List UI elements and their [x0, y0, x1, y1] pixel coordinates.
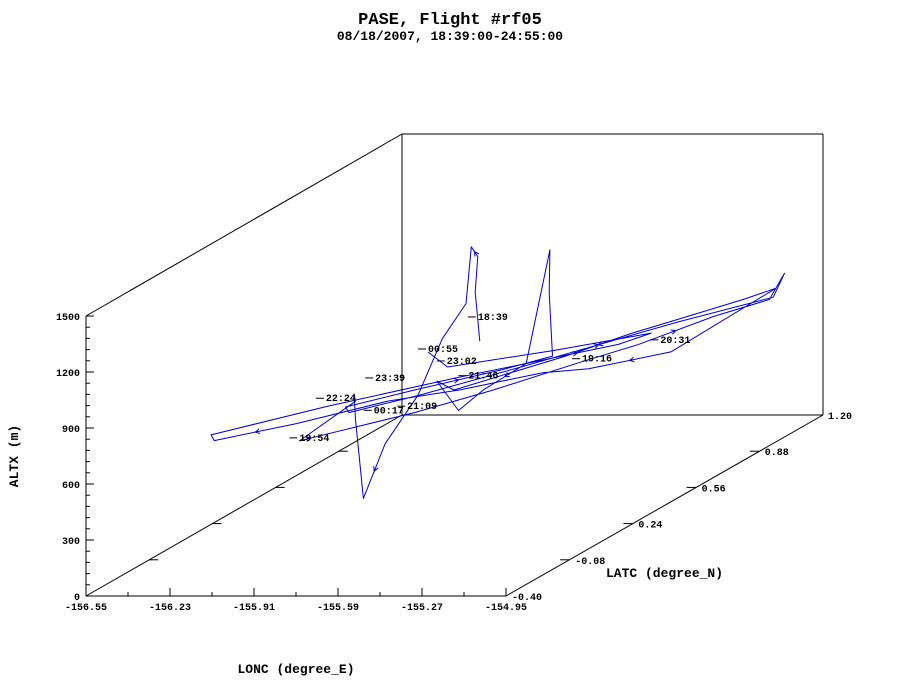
z-axis-label: ALTX (m) [7, 425, 22, 487]
time-label: 19:16 [582, 355, 612, 366]
axis-ticks: -156.55 -156.23 -155.91 -155.59 -155.27 -154.… [56, 313, 852, 614]
time-labels: 18:39 19:16 19:54 20:31 21:09 21:46 22:24 23:02… [289, 313, 690, 445]
y-axis-line [505, 414, 824, 597]
time-label: 00:55 [428, 345, 458, 356]
track-direction-arrow [629, 356, 635, 363]
time-label: 23:02 [447, 357, 477, 368]
y-tick-label: 0.24 [638, 521, 662, 532]
track-direction-arrow [593, 343, 599, 349]
chart-subtitle: 08/18/2007, 18:39:00-24:55:00 [337, 29, 563, 44]
track-direction-arrow [670, 329, 677, 335]
time-label: 23:39 [375, 374, 405, 385]
flight-track [210, 246, 785, 499]
z-tick-label: 0 [74, 593, 80, 604]
time-label: 22:24 [326, 394, 356, 405]
chart-title: PASE, Flight #rf05 [358, 11, 542, 30]
time-label: 00:17 [374, 406, 404, 417]
z-tick-label: 1200 [56, 369, 80, 380]
z-tick-label: 600 [62, 481, 80, 492]
y-tick-label: -0.08 [575, 557, 605, 568]
track-direction-arrow [572, 350, 578, 357]
track-direction-arrow [305, 436, 312, 442]
x-tick-label: -155.91 [233, 603, 275, 614]
x-axis-label: LONC (degree_E) [237, 662, 354, 677]
x-tick-label: -156.23 [149, 603, 191, 614]
time-label: 20:31 [660, 336, 690, 347]
track-direction-arrow [504, 372, 510, 378]
x-tick-label: -155.59 [317, 603, 359, 614]
x-tick-label: -156.55 [65, 603, 107, 614]
track-direction-arrow [474, 251, 480, 257]
top-left-edge [85, 133, 403, 317]
track-direction-arrow [453, 377, 460, 384]
y-axis-label: LATC (degree_N) [606, 566, 723, 581]
y-tick-label: 0.56 [702, 484, 726, 495]
x-tick-label: -154.95 [485, 603, 527, 614]
track-direction-arrow [373, 466, 379, 472]
floor-back-left-edge [85, 414, 403, 597]
x-tick-label: -155.27 [401, 603, 443, 614]
plot-box-frame [85, 133, 824, 597]
z-tick-label: 1500 [56, 313, 80, 324]
y-tick-label: -0.40 [512, 593, 542, 604]
time-label: 21:09 [407, 402, 437, 413]
y-tick-label: 1.20 [828, 412, 852, 423]
time-label: 21:46 [468, 372, 498, 383]
z-tick-label: 300 [62, 537, 80, 548]
z-tick-label: 900 [62, 425, 80, 436]
time-label: 19:54 [299, 434, 329, 445]
time-label: 18:39 [478, 313, 508, 324]
track-direction-arrow [254, 428, 261, 435]
y-tick-label: 0.88 [765, 448, 789, 459]
